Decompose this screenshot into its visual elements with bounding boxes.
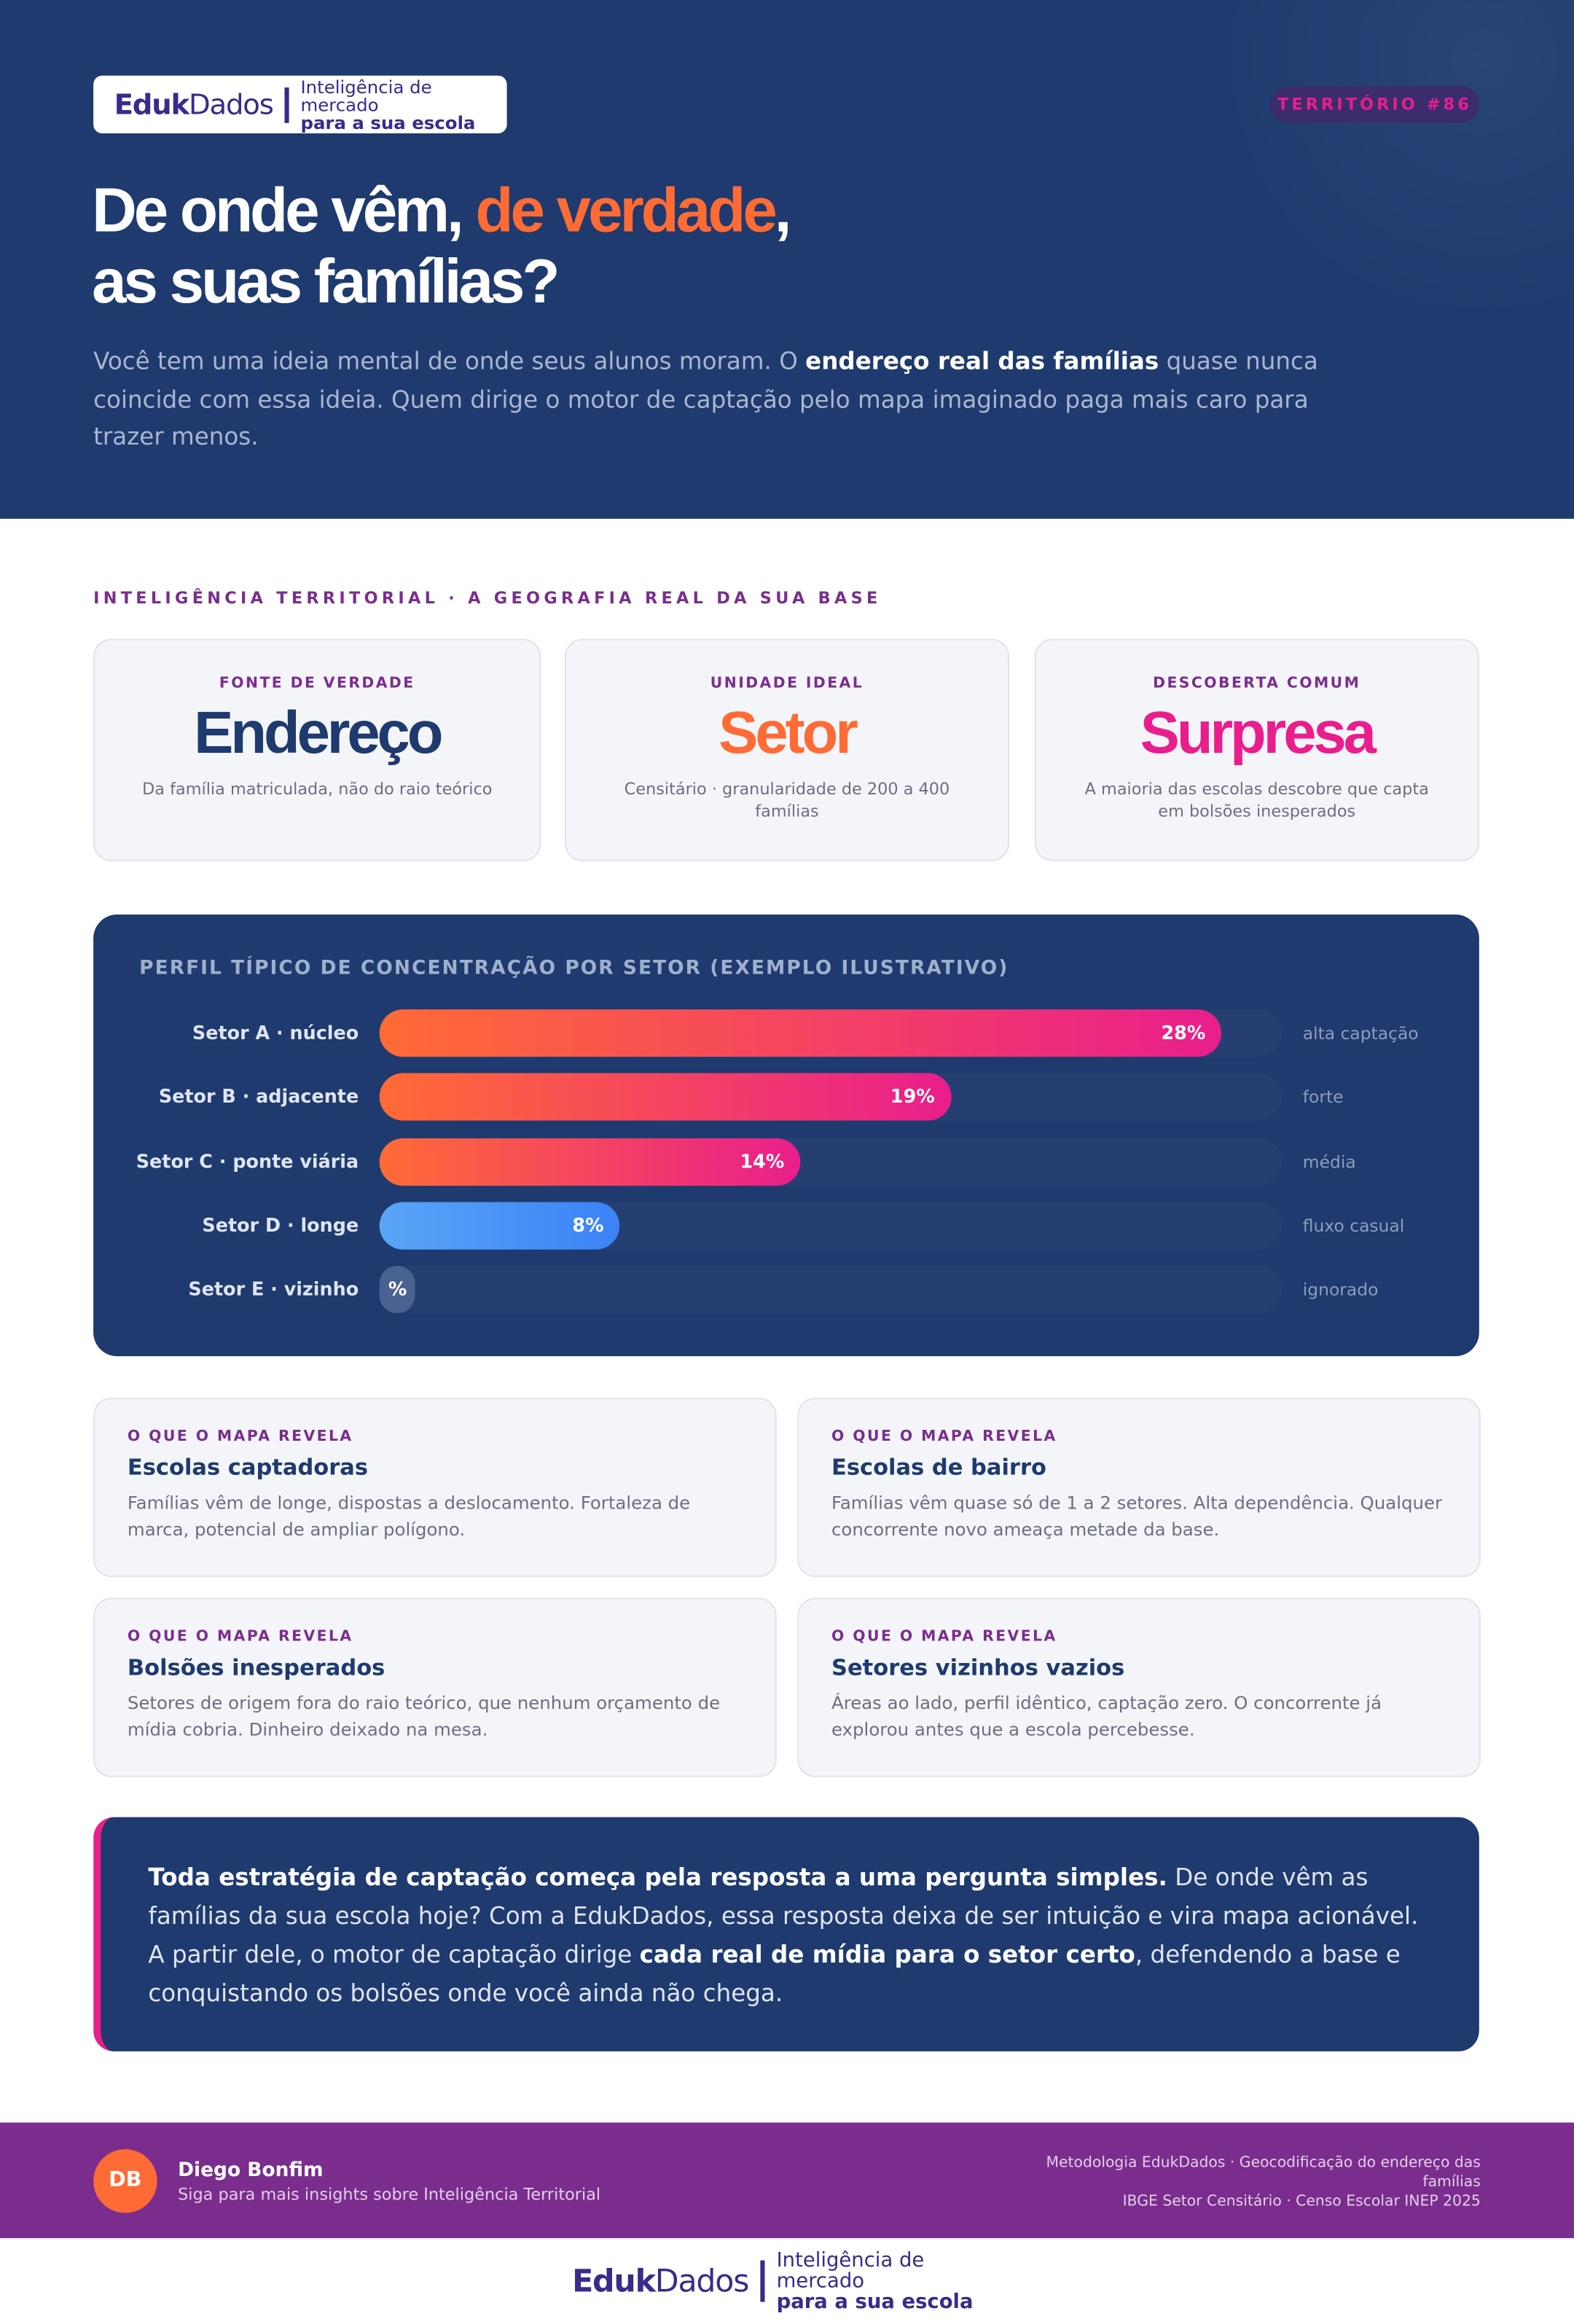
insight-text: Áreas ao lado, perfil idêntico, captação… [831, 1692, 1382, 1740]
category-label: Setor E · vizinho [188, 1278, 359, 1301]
stat-card: UNIDADE IDEAL Setor Censitário · granula… [564, 638, 1010, 861]
stat-value: Setor [719, 701, 858, 767]
value-label: 28% [1161, 1021, 1206, 1044]
insight-card: O QUE O MAPA REVELA Setores vizinhos vaz… [797, 1597, 1481, 1777]
stat-label: DESCOBERTA COMUM [1153, 676, 1361, 692]
tagline-line: Inteligência de mercado [776, 2248, 925, 2293]
insight-card: O QUE O MAPA REVELA Escolas de bairro Fa… [797, 1397, 1481, 1578]
quote: Toda estratégia de captação começa pela … [93, 1817, 1479, 2051]
title: De onde vêm, de verdade, as suas famílias… [92, 175, 1426, 317]
stat-label: UNIDADE IDEAL [710, 676, 864, 692]
title-highlight: de verdade [475, 175, 777, 245]
bar-stub [379, 1266, 415, 1314]
insight-title: Setores vizinhos vazios [831, 1654, 1125, 1681]
lead: Você tem uma ideia mental de onde seus a… [93, 343, 1323, 456]
brand-light: Dados [654, 2263, 750, 2299]
insight-card: O QUE O MAPA REVELA Bolsões inesperados … [93, 1597, 777, 1777]
bar [379, 1009, 1222, 1057]
author-name: Diego Bonfim [178, 2159, 324, 2182]
stat-card: FONTE DE VERDADE Endereço Da família mat… [93, 638, 541, 861]
insight-kicker: O QUE O MAPA REVELA [127, 1428, 353, 1446]
title-text: De onde vêm, [92, 175, 476, 245]
insight-kicker: O QUE O MAPA REVELA [127, 1629, 353, 1646]
stat-description: Da família matriculada, não do raio teór… [142, 779, 493, 799]
insight-title: Escolas de bairro [831, 1454, 1046, 1481]
stat-label: FONTE DE VERDADE [219, 676, 415, 692]
category-label: Setor A · núcleo [192, 1021, 359, 1044]
methodology-line: Metodologia EdukDados · Geocodificação d… [1046, 2155, 1481, 2191]
bar [379, 1202, 620, 1250]
quote-text: De onde vêm as famílias da sua escola ho… [148, 1863, 1419, 1969]
value-label: % [388, 1278, 407, 1301]
title-text: , [774, 175, 792, 245]
stat-value: Surpresa [1140, 701, 1377, 767]
insight-title: Escolas captadoras [127, 1454, 369, 1481]
value-label: 8% [572, 1213, 604, 1237]
methodology: Metodologia EdukDados · Geocodificação d… [1006, 2153, 1481, 2211]
tagline: Inteligência de mercado para a sua escola [777, 2250, 1005, 2312]
bar-note: média [1302, 1151, 1356, 1172]
logo-separator [760, 2260, 765, 2302]
brand: EdukDados [572, 2263, 750, 2299]
avatar: DB [93, 2149, 157, 2213]
lead-text: Você tem uma ideia mental de onde seus a… [93, 346, 806, 375]
category-label: Setor B · adjacente [158, 1085, 359, 1108]
insight-text: Setores de origem fora do raio teórico, … [127, 1692, 721, 1740]
stat-description: A maioria das escolas descobre que capta… [1084, 779, 1429, 821]
value-label: 19% [890, 1085, 935, 1108]
tagline-line: para a sua escola [300, 111, 476, 133]
logo: EdukDados Inteligência de mercado para a … [93, 75, 507, 134]
bar-note: fluxo casual [1302, 1215, 1405, 1237]
category-label: Setor D · longe [202, 1213, 359, 1237]
insight-card: O QUE O MAPA REVELA Escolas captadoras F… [93, 1397, 777, 1578]
bar-note: forte [1302, 1087, 1344, 1108]
methodology-line: IBGE Setor Censitário · Censo Escolar IN… [1122, 2194, 1481, 2210]
logo-separator [284, 86, 289, 122]
quote-bold: cada real de mídia para o setor certo [639, 1940, 1135, 1969]
chart-title: PERFIL TÍPICO DE CONCENTRAÇÃO POR SETOR … [139, 957, 1009, 980]
lead-bold: endereço real das famílias [805, 346, 1159, 375]
value-label: 14% [740, 1149, 785, 1172]
tagline-line: para a sua escola [776, 2290, 974, 2314]
insight-title: Bolsões inesperados [127, 1654, 385, 1681]
footer [0, 2122, 1574, 2239]
badge: TERRITÓRIO #86 [1270, 85, 1479, 123]
brand-light: Dados [189, 88, 274, 121]
stat-card: DESCOBERTA COMUM Surpresa A maioria das … [1034, 638, 1479, 861]
bar [379, 1138, 801, 1186]
insight-text: Famílias vêm quase só de 1 a 2 setores. … [831, 1492, 1443, 1541]
bar-track [379, 1266, 1283, 1314]
lead-text: quase nunca coincide com essa ideia. Que… [93, 346, 1318, 451]
author-subtitle: Siga para mais insights sobre Inteligênc… [178, 2184, 601, 2204]
insight-kicker: O QUE O MAPA REVELA [831, 1428, 1057, 1446]
stat-value: Endereço [194, 701, 443, 767]
brand: EdukDados [114, 88, 274, 121]
brand-bold: Eduk [572, 2263, 656, 2299]
section-label: INTELIGÊNCIA TERRITORIAL · A GEOGRAFIA R… [93, 588, 882, 608]
tagline: Inteligência de mercado para a sua escola [300, 78, 486, 131]
bar-note: ignorado [1302, 1279, 1379, 1301]
category-label: Setor C · ponte viária [136, 1149, 359, 1172]
stat-description: Censitário · granularidade de 200 a 400 … [624, 779, 950, 821]
tagline-line: Inteligência de mercado [300, 76, 432, 115]
insight-text: Famílias vêm de longe, dispostas a deslo… [127, 1492, 691, 1541]
bar-note: alta captação [1302, 1022, 1419, 1044]
bar [379, 1073, 952, 1122]
brand-bold: Eduk [114, 88, 190, 121]
bottom-logo: EdukDados Inteligência de mercado para a … [552, 2250, 1026, 2312]
insight-kicker: O QUE O MAPA REVELA [831, 1629, 1057, 1646]
quote-text: , defendendo a base e conquistando os bo… [148, 1940, 1401, 2007]
quote-bold: Toda estratégia de captação começa pela … [148, 1863, 1167, 1892]
title-text: as suas famílias? [92, 246, 560, 316]
